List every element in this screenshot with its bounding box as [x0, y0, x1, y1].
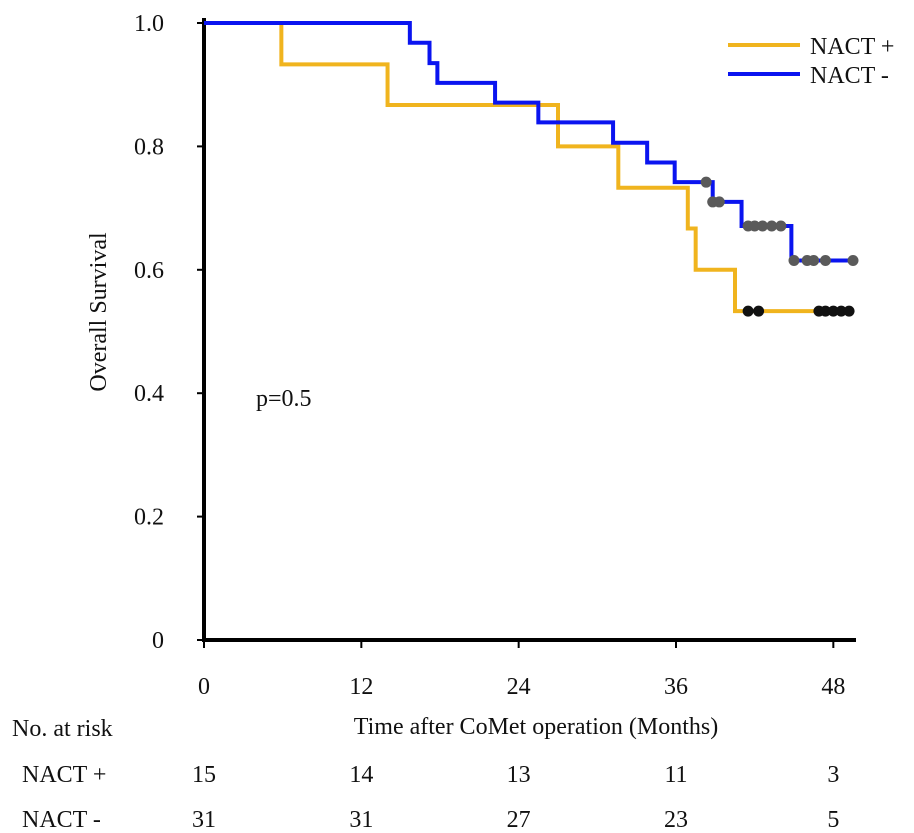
risk-value: 31 [192, 807, 216, 833]
risk-value: 11 [664, 762, 687, 788]
y-axis-title: Overall Survival [86, 232, 112, 392]
risk-table-heading: No. at risk [12, 716, 113, 742]
risk-table: No. at risk NACT + NACT - 15 14 13 11 3 31 31 2… [12, 716, 839, 833]
axes [202, 18, 856, 642]
y-tick-label: 0 [152, 628, 164, 654]
y-tick-label: 0.2 [134, 505, 164, 531]
censor-mark-nact-plus [819, 305, 831, 317]
censor-layer [700, 176, 859, 317]
x-ticks: 0 12 24 36 48 [198, 640, 845, 700]
y-tick-label: 0.6 [134, 258, 164, 284]
censor-mark-nact-minus [847, 255, 859, 267]
x-axis-title: Time after CoMet operation (Months) [354, 714, 718, 740]
series-layer [204, 21, 853, 314]
censor-mark-nact-minus [749, 220, 761, 232]
x-tick-label: 12 [349, 674, 373, 700]
risk-values: 15 14 13 11 3 31 31 27 23 5 [192, 762, 839, 833]
x-tick-label: 36 [664, 674, 688, 700]
risk-value: 15 [192, 762, 216, 788]
risk-row-label-nact-minus: NACT - [22, 807, 101, 833]
censor-mark-nact-minus [788, 255, 800, 267]
y-tick-label: 1.0 [134, 11, 164, 37]
y-ticks: 0 0.2 0.4 0.6 0.8 1.0 [134, 11, 204, 654]
risk-value: 14 [349, 762, 373, 788]
censor-mark-nact-minus [757, 220, 769, 232]
legend: NACT + NACT - [728, 34, 894, 89]
censor-mark-nact-plus [843, 305, 855, 317]
survival-curve-nact-minus [204, 21, 853, 263]
risk-value: 5 [827, 807, 839, 833]
y-tick-label: 0.8 [134, 134, 164, 160]
x-tick-label: 48 [821, 674, 845, 700]
risk-value: 13 [507, 762, 531, 788]
y-tick-label: 0.4 [134, 381, 164, 407]
legend-label-nact-plus: NACT + [810, 34, 894, 60]
censor-mark-nact-minus [700, 176, 712, 188]
censor-mark-nact-plus [742, 305, 754, 317]
risk-value: 23 [664, 807, 688, 833]
censor-mark-nact-plus [753, 305, 765, 317]
p-value-annotation: p=0.5 [256, 386, 312, 412]
x-tick-label: 24 [507, 674, 531, 700]
censor-mark-nact-minus [766, 220, 778, 232]
censor-mark-nact-minus [775, 220, 787, 232]
x-tick-label: 0 [198, 674, 210, 700]
censor-mark-nact-minus [713, 196, 725, 208]
risk-row-label-nact-plus: NACT + [22, 762, 106, 788]
censor-mark-nact-minus [808, 255, 820, 267]
risk-value: 3 [827, 762, 839, 788]
censor-mark-nact-plus [835, 305, 847, 317]
risk-value: 31 [349, 807, 373, 833]
risk-value: 27 [507, 807, 531, 833]
censor-mark-nact-minus [819, 255, 831, 267]
legend-label-nact-minus: NACT - [810, 63, 889, 89]
censor-mark-nact-plus [827, 305, 839, 317]
survival-curve-nact-plus [204, 21, 853, 314]
